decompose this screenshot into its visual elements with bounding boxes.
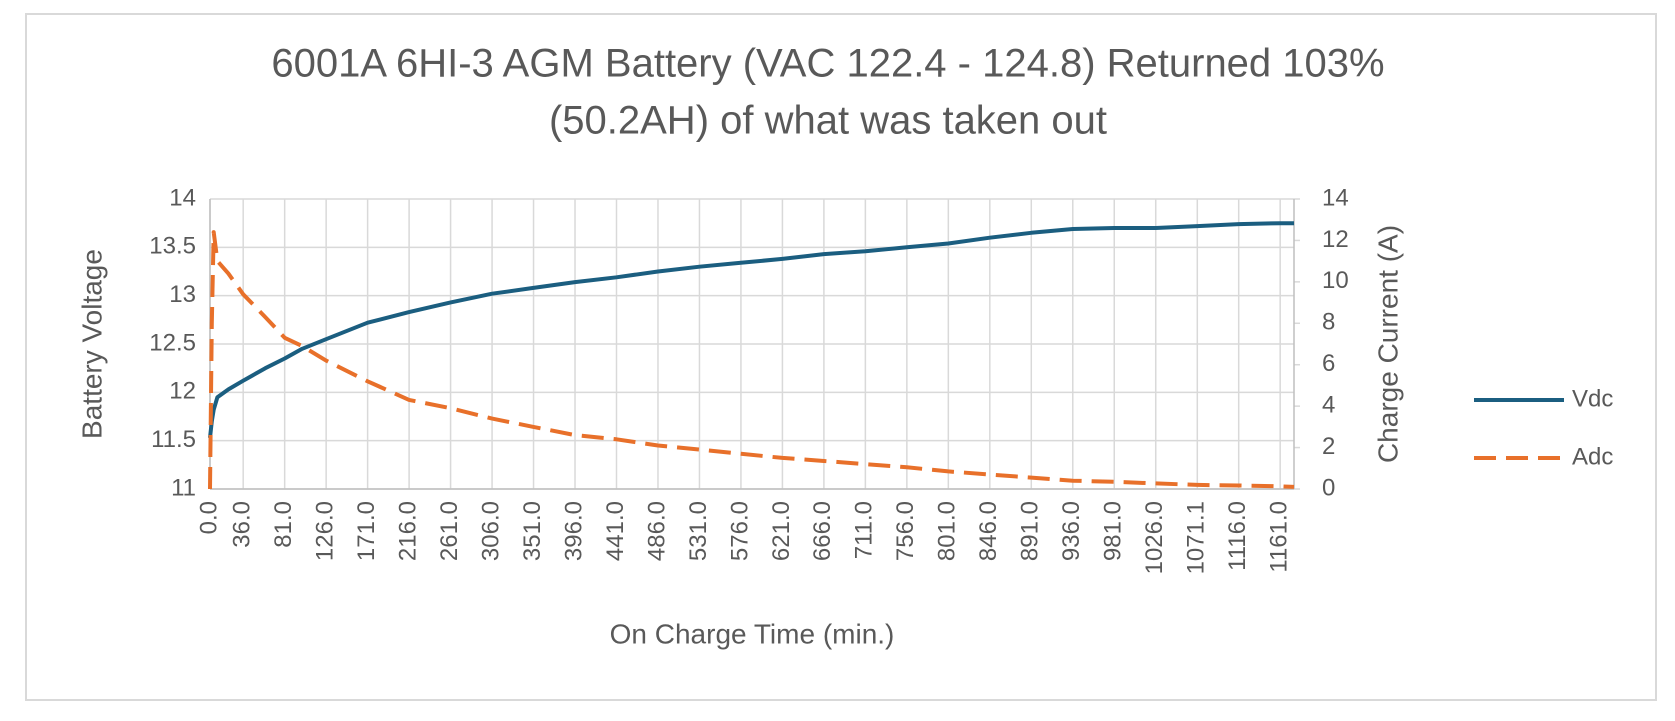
x-tick-label: 81.0 <box>270 501 297 548</box>
y2-axis-title: Charge Current (A) <box>1372 225 1403 463</box>
y2-tick-label: 12 <box>1322 226 1349 253</box>
y-tick-label: 11.5 <box>151 426 196 453</box>
y-tick-label: 13 <box>169 281 196 308</box>
x-tick-label: 981.0 <box>1100 501 1127 561</box>
y2-tick-label: 8 <box>1322 309 1335 336</box>
y2-tick-label: 4 <box>1322 391 1335 418</box>
x-tick-label: 891.0 <box>1017 501 1044 561</box>
x-tick-label: 711.0 <box>851 501 878 559</box>
x-tick-label: 1071.1 <box>1183 501 1210 574</box>
x-tick-label: 666.0 <box>809 501 836 561</box>
x-tick-label: 171.0 <box>353 501 380 561</box>
x-tick-label: 0.0 <box>195 501 222 534</box>
y-tick-label: 14 <box>169 184 196 211</box>
y-tick-label: 13.5 <box>149 233 196 260</box>
x-tick-label: 756.0 <box>892 501 919 561</box>
y-tick-label: 11 <box>171 474 196 501</box>
y2-tick-label: 14 <box>1322 184 1349 211</box>
y-tick-label: 12 <box>169 378 196 405</box>
x-tick-label: 396.0 <box>560 501 587 561</box>
x-tick-label: 801.0 <box>934 501 961 561</box>
series-line <box>208 230 1295 490</box>
y-tick-label: 12.5 <box>149 329 196 356</box>
x-tick-label: 351.0 <box>519 501 546 561</box>
x-tick-label: 531.0 <box>685 501 712 561</box>
x-tick-label: 1026.0 <box>1141 501 1168 574</box>
y2-tick-label: 0 <box>1322 474 1335 501</box>
chart-subtitle: (50.2AH) of what was taken out <box>549 99 1107 143</box>
x-tick-label: 1161.0 <box>1266 501 1293 573</box>
x-tick-label: 1116.0 <box>1224 501 1251 571</box>
x-tick-label: 846.0 <box>975 501 1002 561</box>
x-tick-label: 486.0 <box>643 501 670 561</box>
legend-label: Vdc <box>1572 385 1613 412</box>
series-line <box>208 221 1294 439</box>
chart-frame <box>25 13 1657 701</box>
x-tick-label: 441.0 <box>602 501 629 561</box>
y2-tick-label: 6 <box>1322 350 1335 377</box>
x-tick-label: 36.0 <box>229 501 256 548</box>
y2-tick-label: 10 <box>1322 267 1349 294</box>
x-tick-label: 621.0 <box>768 501 795 561</box>
x-tick-label: 936.0 <box>1058 501 1085 561</box>
x-tick-label: 576.0 <box>726 501 753 561</box>
x-tick-label: 306.0 <box>477 501 504 561</box>
x-tick-label: 126.0 <box>311 501 338 561</box>
y-axis-title: Battery Voltage <box>76 249 107 439</box>
x-tick-label: 261.0 <box>436 501 463 561</box>
y2-tick-label: 2 <box>1322 433 1335 460</box>
x-axis-title: On Charge Time (min.) <box>610 618 895 649</box>
legend-label: Adc <box>1572 443 1613 470</box>
x-tick-label: 216.0 <box>394 501 421 561</box>
chart-title: 6001A 6HI-3 AGM Battery (VAC 122.4 - 124… <box>271 42 1384 86</box>
